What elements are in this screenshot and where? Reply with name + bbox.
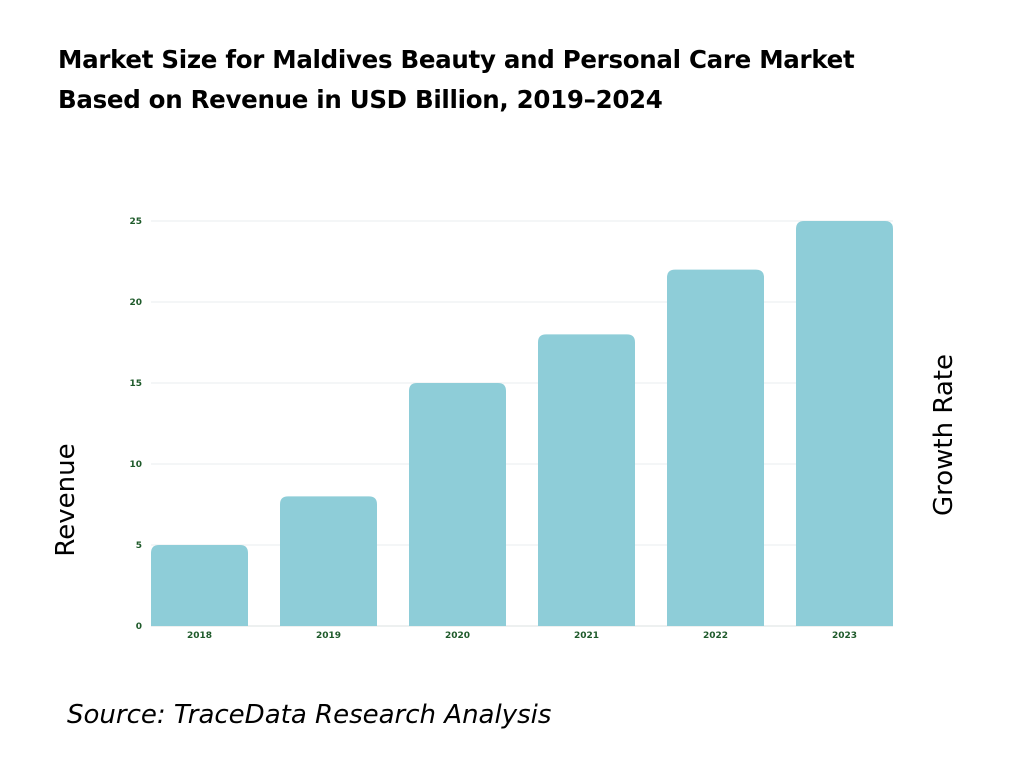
y-tick-label: 25 [129,217,142,227]
source-note: Source: TraceData Research Analysis [67,700,552,730]
y-tick-label: 5 [136,541,142,551]
x-tick-label: 2020 [445,631,470,641]
x-tick-label: 2018 [187,631,212,641]
bar-2021 [538,334,635,626]
chart-title: Market Size for Maldives Beauty and Pers… [58,40,855,120]
x-tick-label: 2022 [703,631,728,641]
bar-2022 [667,269,764,626]
x-tick-label: 2023 [832,631,857,641]
x-tick-label: 2021 [574,631,599,641]
bar-2019 [280,496,377,626]
y-tick-label: 0 [136,622,142,632]
y-tick-label: 20 [129,298,142,308]
bar-2018 [151,545,248,626]
bar-2023 [796,221,893,626]
x-tick-label: 2019 [316,631,341,641]
title-line-2: Based on Revenue in USD Billion, 2019–20… [58,85,663,114]
bar-2020 [409,383,506,626]
y-tick-label: 10 [129,460,142,470]
title-line-1: Market Size for Maldives Beauty and Pers… [58,45,855,74]
y-tick-label: 15 [129,379,142,389]
